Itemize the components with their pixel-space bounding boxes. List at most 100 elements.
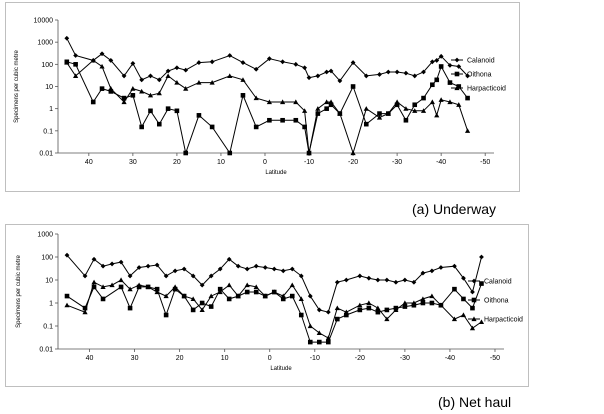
y-tick-label: 10 <box>45 84 53 91</box>
data-point-harpacticoid <box>196 79 202 85</box>
data-point-oithona <box>165 106 171 111</box>
data-point-oithona <box>91 284 97 290</box>
data-point-calanoid <box>235 263 241 269</box>
data-point-harpacticoid <box>280 99 286 105</box>
data-point-harpacticoid <box>316 330 322 336</box>
data-point-harpacticoid <box>181 293 187 299</box>
y-tick-label: 0.01 <box>39 151 53 158</box>
data-point-calanoid <box>136 265 142 270</box>
data-point-oithona <box>73 62 78 67</box>
data-point-calanoid <box>385 69 391 75</box>
y-tick-label: 100 <box>41 62 53 69</box>
data-point-harpacticoid <box>280 293 286 299</box>
data-point-harpacticoid <box>99 63 105 69</box>
data-point-oithona <box>156 121 162 127</box>
data-point-harpacticoid <box>328 99 334 105</box>
data-point-oithona <box>108 89 114 94</box>
data-point-calanoid <box>420 270 426 276</box>
data-point-harpacticoid <box>324 99 330 105</box>
data-point-oithona <box>82 305 88 311</box>
data-point-oithona <box>438 64 444 69</box>
data-point-calanoid <box>73 53 79 58</box>
data-point-harpacticoid <box>209 79 215 85</box>
data-point-harpacticoid <box>393 307 399 313</box>
data-point-calanoid <box>315 73 321 79</box>
x-tick-label: -20 <box>348 159 358 166</box>
data-point-harpacticoid <box>315 106 321 111</box>
data-point-harpacticoid <box>217 289 223 295</box>
data-point-calanoid <box>121 73 127 79</box>
x-axis-label: Latitude <box>265 170 287 176</box>
data-point-oithona <box>479 281 484 286</box>
data-point-oithona <box>208 304 214 309</box>
data-point-harpacticoid <box>298 296 304 302</box>
data-point-harpacticoid <box>325 335 331 341</box>
data-point-calanoid <box>240 60 246 65</box>
data-point-calanoid <box>375 277 381 283</box>
data-point-harpacticoid <box>394 99 400 105</box>
data-point-calanoid <box>357 273 363 279</box>
data-point-calanoid <box>377 72 382 77</box>
data-point-calanoid <box>412 73 418 79</box>
y-tick-label: 1000 <box>37 232 53 239</box>
data-point-harpacticoid <box>357 302 363 308</box>
data-point-calanoid <box>306 75 312 81</box>
data-point-calanoid <box>253 263 259 269</box>
data-point-oithona <box>357 307 363 313</box>
data-point-oithona <box>139 124 144 130</box>
data-point-calanoid <box>91 256 97 262</box>
data-point-harpacticoid <box>293 99 299 105</box>
data-point-harpacticoid <box>172 284 178 290</box>
data-point-harpacticoid <box>145 284 151 290</box>
data-point-harpacticoid <box>460 312 467 318</box>
data-point-calanoid <box>438 53 444 59</box>
data-point-harpacticoid <box>244 282 250 288</box>
legend-label-calanoid: Calanoid <box>484 279 512 286</box>
data-point-calanoid <box>118 259 124 265</box>
data-point-harpacticoid <box>227 73 233 79</box>
data-point-calanoid <box>447 62 453 68</box>
data-point-oithona <box>199 300 205 306</box>
x-tick-label: 30 <box>129 159 137 166</box>
data-point-harpacticoid <box>334 305 340 311</box>
data-point-harpacticoid <box>130 86 136 91</box>
y-tick-label: 1 <box>49 301 53 308</box>
data-point-oithona <box>326 339 331 345</box>
data-point-calanoid <box>196 60 202 65</box>
data-point-calanoid <box>298 273 304 279</box>
data-point-calanoid <box>394 69 400 75</box>
data-point-harpacticoid <box>420 296 426 302</box>
data-point-oithona <box>209 124 215 130</box>
data-point-oithona <box>384 307 390 313</box>
data-point-oithona <box>307 339 313 345</box>
data-point-calanoid <box>429 268 435 274</box>
data-point-calanoid <box>384 277 390 283</box>
x-tick-label: -10 <box>304 159 314 166</box>
data-point-calanoid <box>190 273 196 279</box>
data-point-oithona <box>420 300 426 306</box>
data-point-calanoid <box>350 60 356 65</box>
data-point-harpacticoid <box>64 302 70 308</box>
y-tick-label: 100 <box>41 255 53 262</box>
data-point-harpacticoid <box>420 108 427 113</box>
data-point-harpacticoid <box>366 300 372 306</box>
data-point-harpacticoid <box>73 73 79 79</box>
data-point-oithona <box>328 102 334 108</box>
data-point-oithona <box>127 305 133 311</box>
data-point-harpacticoid <box>91 279 97 285</box>
data-point-oithona <box>196 113 202 118</box>
data-point-oithona <box>190 307 196 313</box>
data-point-harpacticoid <box>438 97 444 102</box>
data-point-harpacticoid <box>266 99 272 105</box>
data-point-oithona <box>244 289 250 295</box>
data-point-calanoid <box>244 266 250 272</box>
x-tick-label: 40 <box>86 355 94 362</box>
series-line-calanoid <box>66 38 468 82</box>
data-point-oithona <box>100 296 106 302</box>
data-point-harpacticoid <box>226 282 232 288</box>
caption-underway: (a) Underway <box>412 201 497 217</box>
data-point-harpacticoid <box>306 150 312 156</box>
x-tick-label: -50 <box>480 159 490 166</box>
